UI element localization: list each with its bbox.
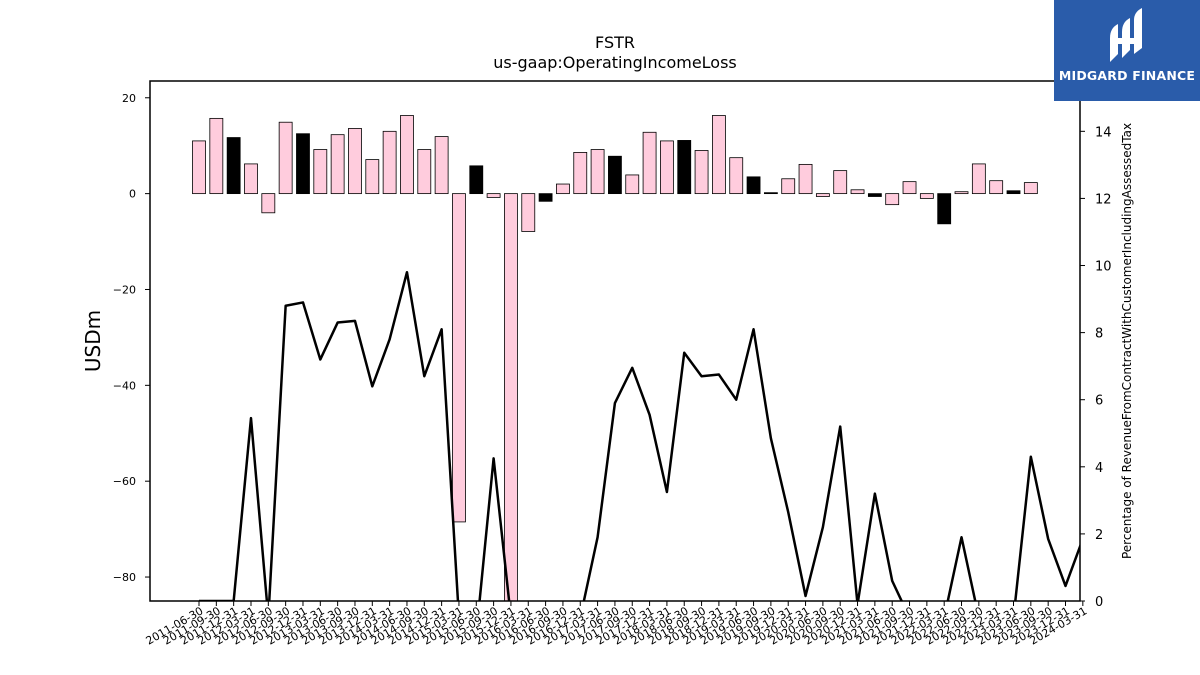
percentage-line <box>199 270 1080 601</box>
y-tick-label: 0 <box>129 188 136 201</box>
y2-tick-label: 4 <box>1095 461 1103 476</box>
bar-2023-06-30 <box>1023 182 1038 195</box>
bar-2022-09-30 <box>971 163 986 195</box>
bar-2017-06-30 <box>608 155 622 195</box>
bar-2014-03-31 <box>382 130 397 195</box>
bar-2020-12-31 <box>850 189 865 195</box>
bar-2017-12-31 <box>642 131 657 195</box>
y-tick-label: −20 <box>113 283 136 296</box>
y2-tick-label: 8 <box>1095 327 1103 342</box>
bar-2022-06-30 <box>954 191 969 195</box>
bar-2015-09-30 <box>486 193 501 198</box>
bar-2013-06-30 <box>330 134 345 195</box>
y2-tick-label: 2 <box>1095 528 1103 543</box>
bar-2015-06-30 <box>469 165 484 195</box>
bar-2015-12-31 <box>504 193 518 602</box>
bar-2018-03-31 <box>660 140 674 195</box>
midgard-finance-logo: MIDGARD FINANCE <box>1054 0 1200 101</box>
bar-2021-03-31 <box>867 193 882 197</box>
bar-2013-03-31 <box>313 149 328 195</box>
y-tick-label: 20 <box>122 92 136 105</box>
y-tick-label: −40 <box>113 379 136 392</box>
bar-2017-09-30 <box>625 174 640 195</box>
y2-axis-label: Percentage of RevenueFromContractWithCus… <box>1120 123 1134 559</box>
bar-2021-12-31 <box>919 193 934 199</box>
y-axis-label: USDm <box>81 310 105 372</box>
bar-2014-09-30 <box>417 149 432 195</box>
bar-2014-06-30 <box>400 115 414 195</box>
bar-2014-12-31 <box>434 136 449 195</box>
bar-2019-03-31 <box>729 157 744 195</box>
y2-tick-label: 10 <box>1095 260 1112 275</box>
bar-2016-06-30 <box>538 193 553 202</box>
midgard-logo-mark-icon <box>1110 8 1142 62</box>
bar-2013-09-30 <box>348 128 362 195</box>
y2-axis: 0 2 4 6 8 10 12 14 <box>1080 125 1112 610</box>
bars-layer <box>192 115 1038 602</box>
bar-2012-03-31 <box>244 163 258 195</box>
bar-2020-03-31 <box>798 163 813 195</box>
bar-2021-06-30 <box>885 193 900 206</box>
y2-tick-label: 6 <box>1095 394 1103 409</box>
line-layer <box>199 270 1080 601</box>
y-axis: 20 0 −20 −40 −60 −80 <box>113 92 150 584</box>
bar-2017-03-31 <box>590 149 605 195</box>
bar-2022-12-31 <box>989 180 1004 195</box>
bar-2016-09-30 <box>556 183 570 195</box>
bar-2018-06-30 <box>677 140 692 195</box>
bar-2019-09-30 <box>763 192 778 195</box>
bar-2016-12-31 <box>573 152 588 195</box>
bar-2012-12-31 <box>296 133 310 195</box>
chart-subtitle: us-gaap:OperatingIncomeLoss <box>493 53 737 72</box>
bar-2019-12-31 <box>781 178 796 195</box>
bar-2011-12-31 <box>226 137 241 195</box>
logo-text: MIDGARD FINANCE <box>1058 68 1196 83</box>
y2-tick-label: 12 <box>1095 192 1112 207</box>
y-tick-label: −60 <box>113 475 136 488</box>
bar-2018-09-30 <box>694 150 709 195</box>
y2-tick-label: 14 <box>1095 125 1112 140</box>
bar-2011-06-30 <box>192 140 206 195</box>
bar-2012-06-30 <box>261 193 276 214</box>
bar-2016-03-31 <box>521 193 536 232</box>
bar-2013-12-31 <box>365 159 380 195</box>
chart-title: FSTR <box>595 33 635 52</box>
bar-2015-03-31 <box>452 193 466 523</box>
bar-2012-09-30 <box>278 121 293 195</box>
y2-tick-label: 0 <box>1095 595 1103 610</box>
bar-2021-09-30 <box>902 181 917 195</box>
y-tick-label: −80 <box>113 571 136 584</box>
bar-2023-03-31 <box>1006 190 1021 195</box>
bar-2020-06-30 <box>815 193 830 197</box>
bar-2011-09-30 <box>209 117 224 195</box>
x-axis: 2011-06-302011-09-302011-12-312012-03-31… <box>144 601 1089 648</box>
bar-2020-09-30 <box>833 170 848 195</box>
bar-2018-12-31 <box>712 115 726 195</box>
bar-2019-06-30 <box>746 176 761 195</box>
bar-2022-03-31 <box>937 193 952 225</box>
